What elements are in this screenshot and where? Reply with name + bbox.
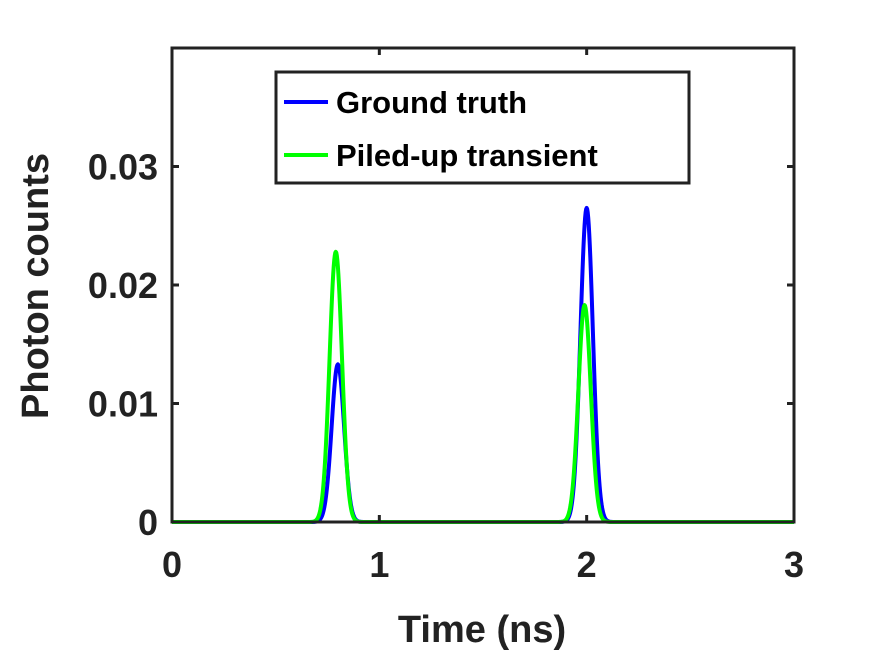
axis-ticks <box>170 48 796 524</box>
x-tick-label: 2 <box>577 544 597 585</box>
legend: Ground truth Piled-up transient <box>274 70 691 185</box>
legend-label-ground-truth: Ground truth <box>336 85 527 120</box>
x-tick-label: 3 <box>784 544 804 585</box>
legend-label-piled-up-transient: Piled-up transient <box>336 138 598 173</box>
y-tick-label: 0.03 <box>88 147 158 188</box>
x-tick-label: 1 <box>369 544 389 585</box>
tick-labels: 0 1 2 3 0 0.01 0.02 0.03 <box>88 147 804 586</box>
y-tick-label: 0.02 <box>88 265 158 306</box>
series-line-piled-up-transient <box>170 249 796 524</box>
y-tick-label: 0 <box>138 502 158 543</box>
y-tick-label: 0.01 <box>88 384 158 425</box>
legend-box <box>274 70 691 185</box>
series-line-ground-truth <box>170 205 796 524</box>
x-tick-label: 0 <box>162 544 182 585</box>
x-axis-label: Time (ns) <box>398 609 566 651</box>
y-axis-label: Photon counts <box>15 153 57 419</box>
plot-lines <box>170 205 796 524</box>
